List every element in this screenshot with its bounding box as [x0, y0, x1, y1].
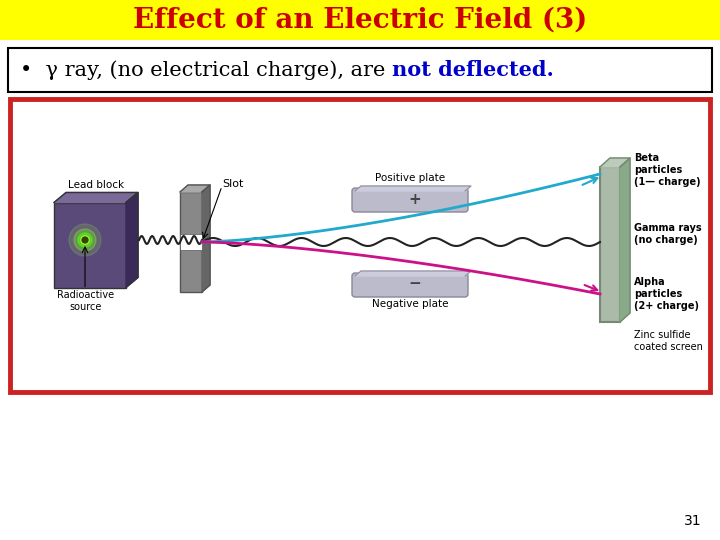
- Text: not deflected.: not deflected.: [392, 60, 554, 80]
- Text: Gamma rays
(no charge): Gamma rays (no charge): [634, 223, 701, 245]
- Circle shape: [69, 224, 101, 256]
- Bar: [180, 234, 202, 250]
- Polygon shape: [202, 185, 210, 292]
- Bar: [10, 99, 710, 392]
- Bar: [0, 0, 720, 40]
- Polygon shape: [355, 186, 471, 191]
- Bar: [8, 48, 712, 92]
- Text: Zinc sulfide
coated screen: Zinc sulfide coated screen: [634, 330, 703, 352]
- Polygon shape: [180, 185, 210, 192]
- Text: Effect of an Electric Field (3): Effect of an Electric Field (3): [133, 6, 587, 33]
- FancyBboxPatch shape: [352, 188, 468, 212]
- Text: +: +: [409, 192, 421, 206]
- Circle shape: [82, 237, 88, 243]
- Circle shape: [83, 238, 87, 242]
- Text: Slot: Slot: [222, 179, 243, 189]
- Text: Negative plate: Negative plate: [372, 299, 449, 309]
- Bar: [180, 192, 202, 292]
- Text: Radioactive
source: Radioactive source: [58, 291, 114, 312]
- Text: •  γ ray, (no electrical charge), are: • γ ray, (no electrical charge), are: [20, 60, 392, 80]
- Circle shape: [81, 236, 89, 244]
- Polygon shape: [355, 271, 471, 276]
- Text: Alpha
particles
(2+ charge): Alpha particles (2+ charge): [634, 278, 699, 310]
- Text: 31: 31: [685, 514, 702, 528]
- Text: −: −: [409, 276, 421, 292]
- Polygon shape: [54, 192, 138, 202]
- Polygon shape: [126, 192, 138, 287]
- Text: Lead block: Lead block: [68, 180, 124, 191]
- Text: Positive plate: Positive plate: [375, 173, 445, 183]
- Circle shape: [74, 229, 96, 251]
- FancyBboxPatch shape: [352, 273, 468, 297]
- Bar: [600, 167, 620, 322]
- FancyBboxPatch shape: [54, 202, 126, 287]
- Circle shape: [78, 233, 92, 247]
- Polygon shape: [620, 158, 630, 322]
- Polygon shape: [600, 158, 630, 167]
- Text: Beta
particles
(1— charge): Beta particles (1— charge): [634, 153, 701, 187]
